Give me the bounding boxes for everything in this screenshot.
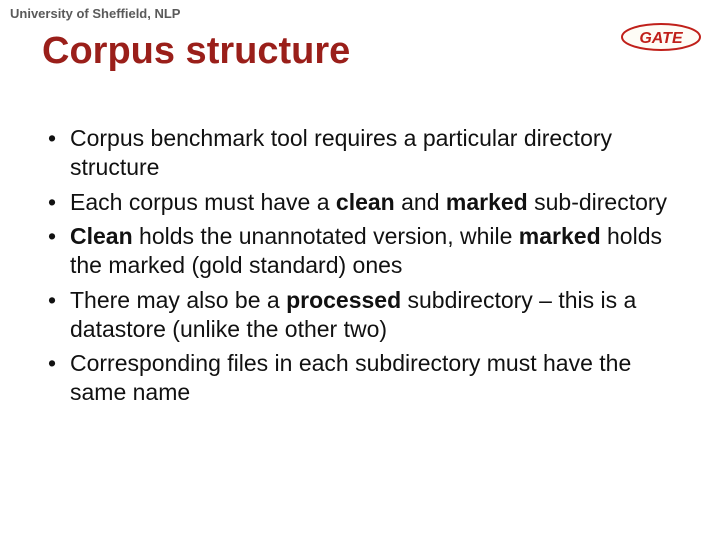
bullet-text-segment: marked [446, 189, 528, 215]
bullet-text-segment: and [395, 189, 446, 215]
bullet-text-segment: Corpus benchmark tool requires a particu… [70, 125, 612, 180]
bullet-text-segment: marked [519, 223, 601, 249]
bullet-text-segment: There may also be a [70, 287, 286, 313]
bullet-text-segment: Clean [70, 223, 133, 249]
bullet-item: Each corpus must have a clean and marked… [42, 188, 680, 217]
slide-title: Corpus structure [42, 30, 350, 73]
gate-logo: GATE [620, 22, 702, 52]
bullet-list: Corpus benchmark tool requires a particu… [42, 124, 680, 413]
bullet-item: Clean holds the unannotated version, whi… [42, 222, 680, 280]
bullet-item: There may also be a processed subdirecto… [42, 286, 680, 344]
bullet-item: Corresponding files in each subdirectory… [42, 349, 680, 407]
bullet-text-segment: processed [286, 287, 401, 313]
bullet-text-segment: Corresponding files in each subdirectory… [70, 350, 631, 405]
bullet-text-segment: clean [336, 189, 395, 215]
logo-text: GATE [639, 30, 684, 47]
affiliation-label: University of Sheffield, NLP [10, 6, 180, 21]
bullet-text-segment: Each corpus must have a [70, 189, 336, 215]
slide: University of Sheffield, NLP Corpus stru… [0, 0, 720, 540]
bullet-text-segment: holds the unannotated version, while [133, 223, 519, 249]
bullet-text-segment: sub-directory [528, 189, 667, 215]
bullet-item: Corpus benchmark tool requires a particu… [42, 124, 680, 182]
